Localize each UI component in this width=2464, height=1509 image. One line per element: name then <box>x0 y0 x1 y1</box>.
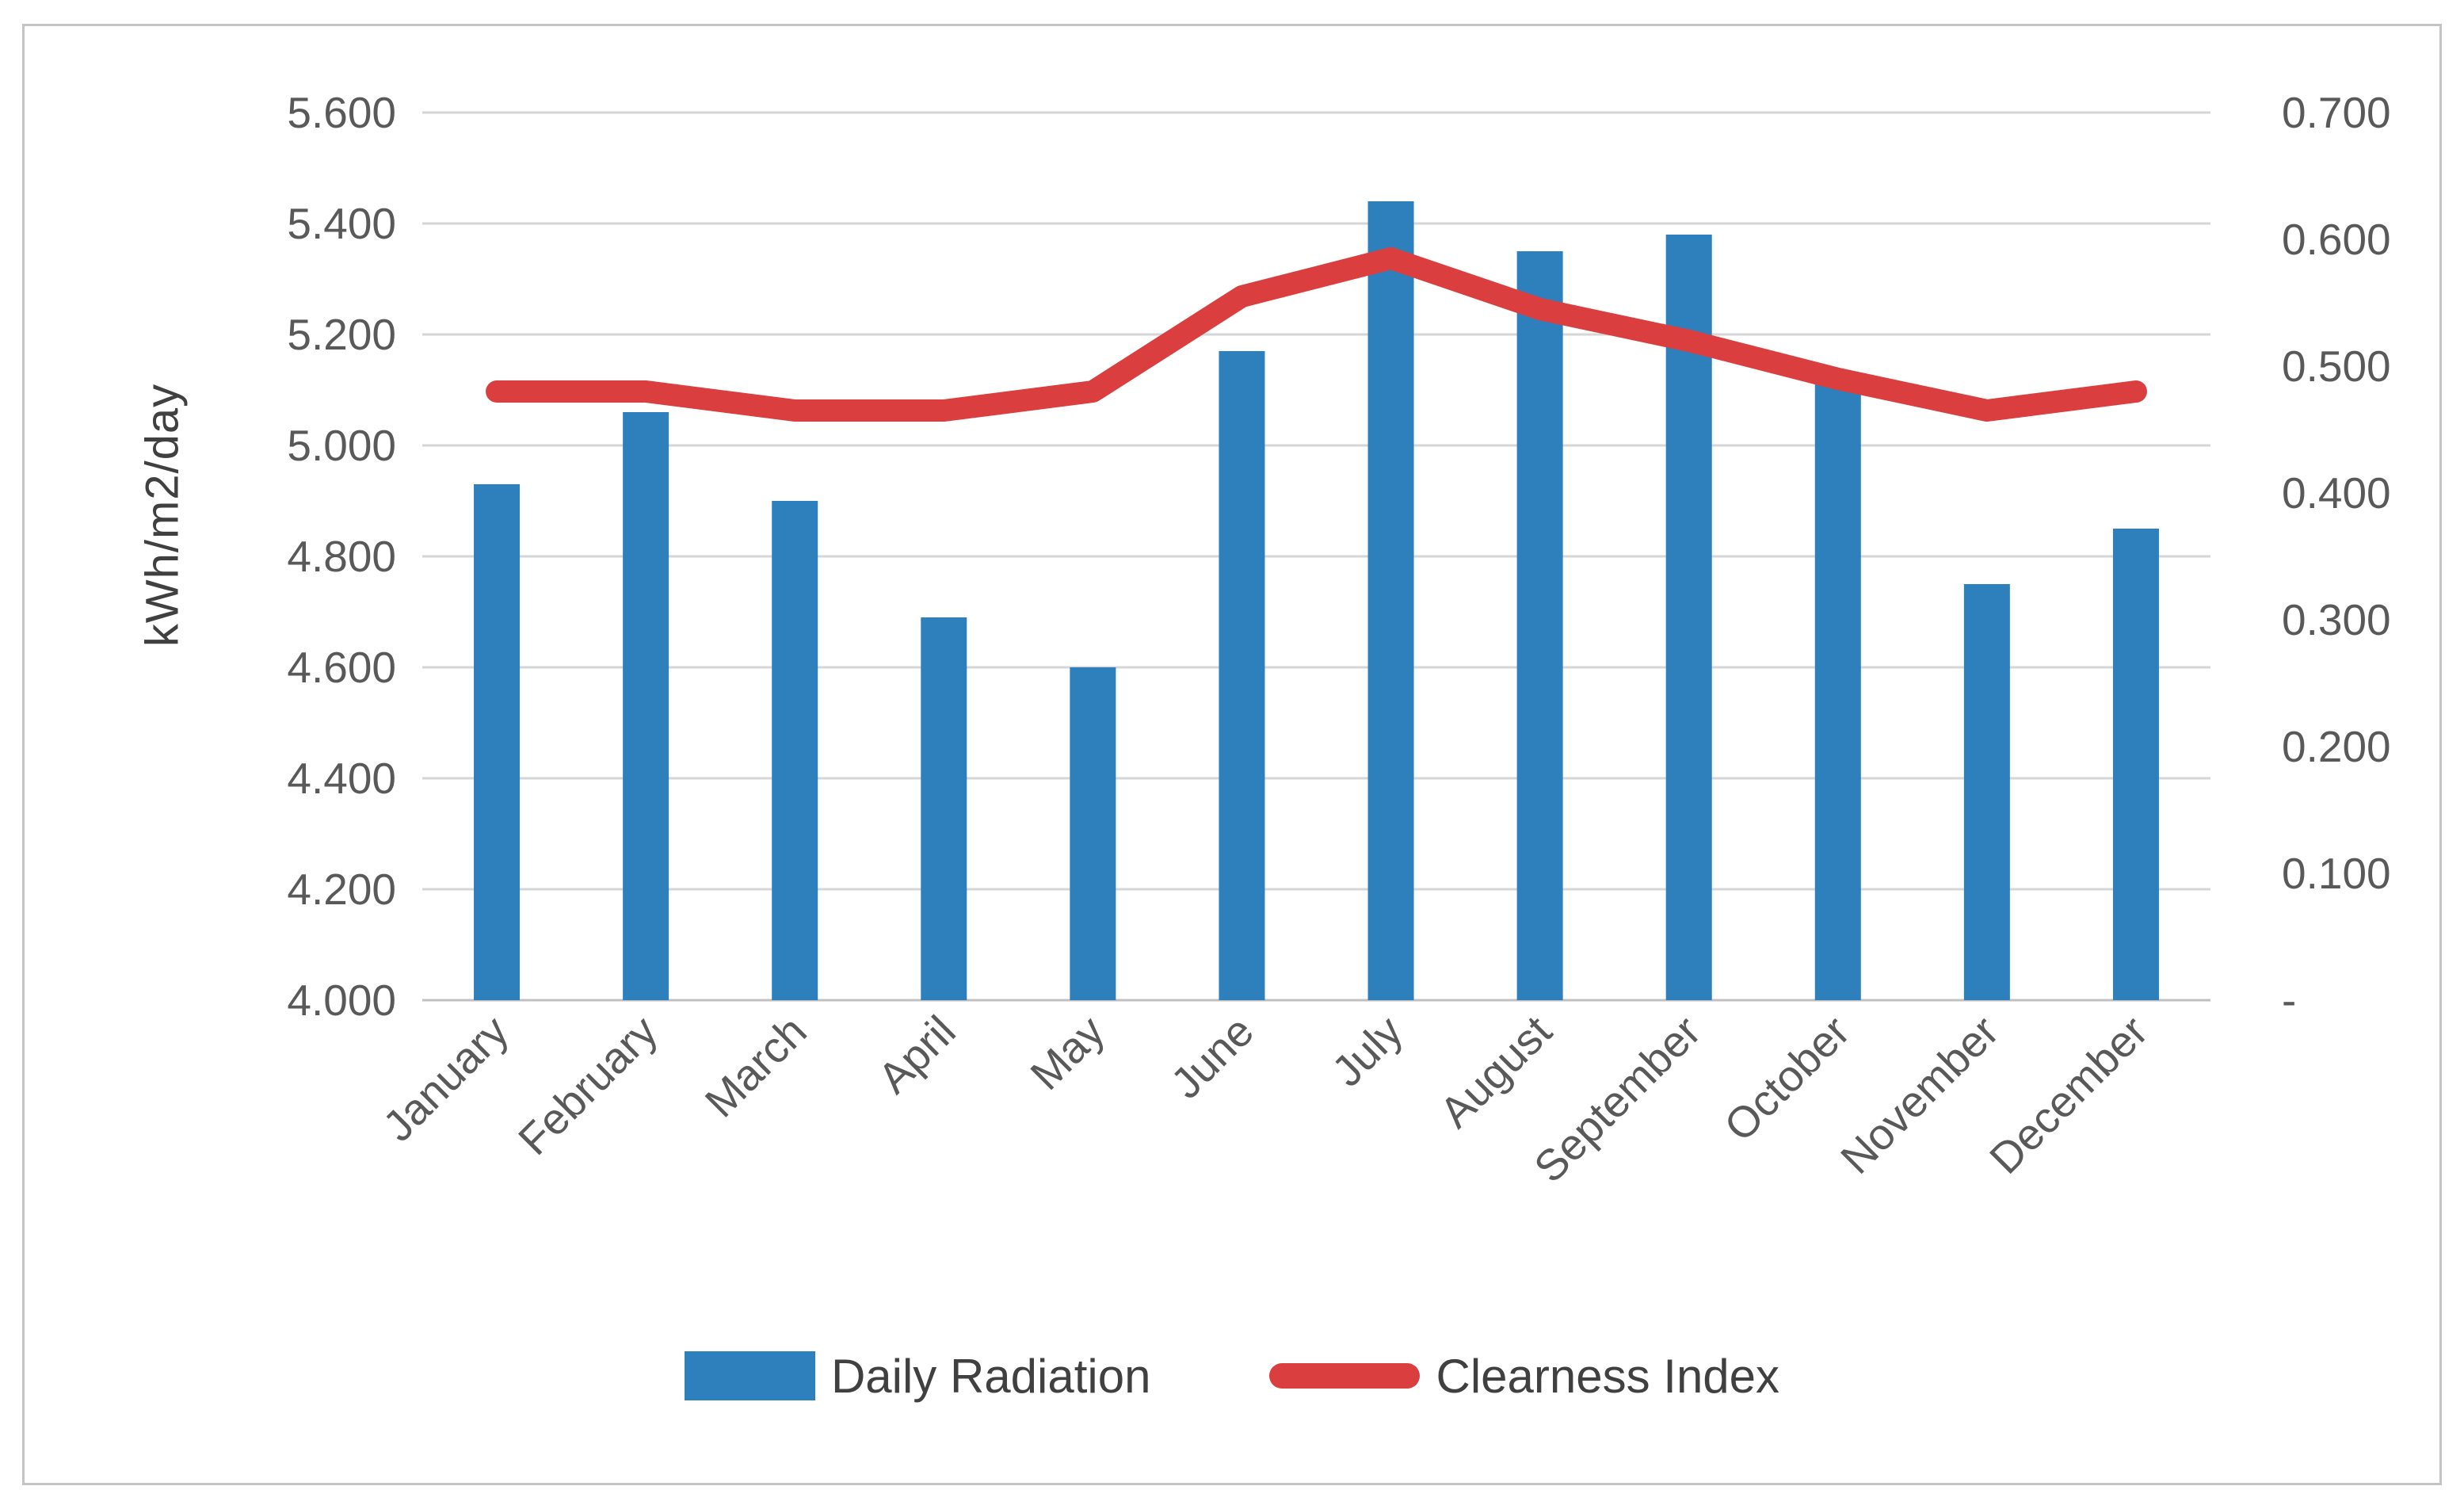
right-axis-tick-label: 0.400 <box>2282 468 2391 518</box>
month-label-february: February <box>509 1006 667 1164</box>
daily-radiation-swatch-icon <box>684 1351 815 1400</box>
left-axis-tick-label: 4.200 <box>287 865 396 914</box>
legend-item-daily-radiation: Daily Radiation <box>684 1349 1151 1404</box>
bar-august <box>1516 251 1563 1000</box>
clearness-index-line <box>486 247 2147 422</box>
bar-march <box>772 501 818 1000</box>
month-label-may: May <box>1021 1006 1115 1099</box>
bar-july <box>1367 201 1414 1000</box>
chart-legend: Daily Radiation Clearness Index <box>0 1338 2464 1414</box>
left-axis-tick-label: 4.800 <box>287 532 396 581</box>
right-axis-tick-label: 0.100 <box>2282 849 2391 898</box>
month-label-march: March <box>696 1007 816 1127</box>
month-label-december: December <box>1980 1007 2157 1183</box>
left-axis-tick-label: 5.000 <box>287 421 396 470</box>
month-label-october: October <box>1715 1007 1859 1151</box>
bar-may <box>1070 667 1116 1000</box>
left-axis-tick-label: 4.400 <box>287 754 396 803</box>
bar-june <box>1219 351 1265 1000</box>
right-axis-tick-label: 0.300 <box>2282 595 2391 644</box>
bar-december <box>2112 529 2159 1000</box>
left-axis-tick-label: 5.400 <box>287 199 396 248</box>
right-axis-tick-label: 0.600 <box>2282 215 2391 264</box>
bar-october <box>1814 384 1861 1000</box>
month-label-november: November <box>1831 1007 2008 1183</box>
month-label-january: January <box>373 1006 518 1151</box>
right-axis-tick-label: 0.700 <box>2282 88 2391 137</box>
legend-label-daily-radiation: Daily Radiation <box>830 1349 1151 1403</box>
legend-label-clearness-index: Clearness Index <box>1436 1349 1780 1403</box>
right-axis-tick-label: 0.500 <box>2282 342 2391 391</box>
month-label-june: June <box>1161 1007 1263 1108</box>
right-axis-tick-label: - <box>2282 976 2296 1025</box>
month-label-july: July <box>1322 1006 1412 1095</box>
month-label-august: August <box>1430 1007 1561 1137</box>
bar-february <box>623 412 669 1000</box>
bar-april <box>921 617 967 1000</box>
bar-november <box>1963 584 2010 1000</box>
clearness-index-swatch-icon <box>1269 1363 1421 1389</box>
left-axis-tick-label: 5.200 <box>287 310 396 359</box>
legend-item-clearness-index: Clearness Index <box>1269 1349 1779 1404</box>
left-axis-tick-label: 4.000 <box>287 976 396 1025</box>
bar-september <box>1665 235 1712 1000</box>
left-axis-tick-label: 4.600 <box>287 643 396 692</box>
left-axis-tick-label: 5.600 <box>287 88 396 137</box>
right-axis-tick-label: 0.200 <box>2282 722 2391 771</box>
bar-january <box>474 484 521 1000</box>
month-label-april: April <box>868 1007 965 1103</box>
